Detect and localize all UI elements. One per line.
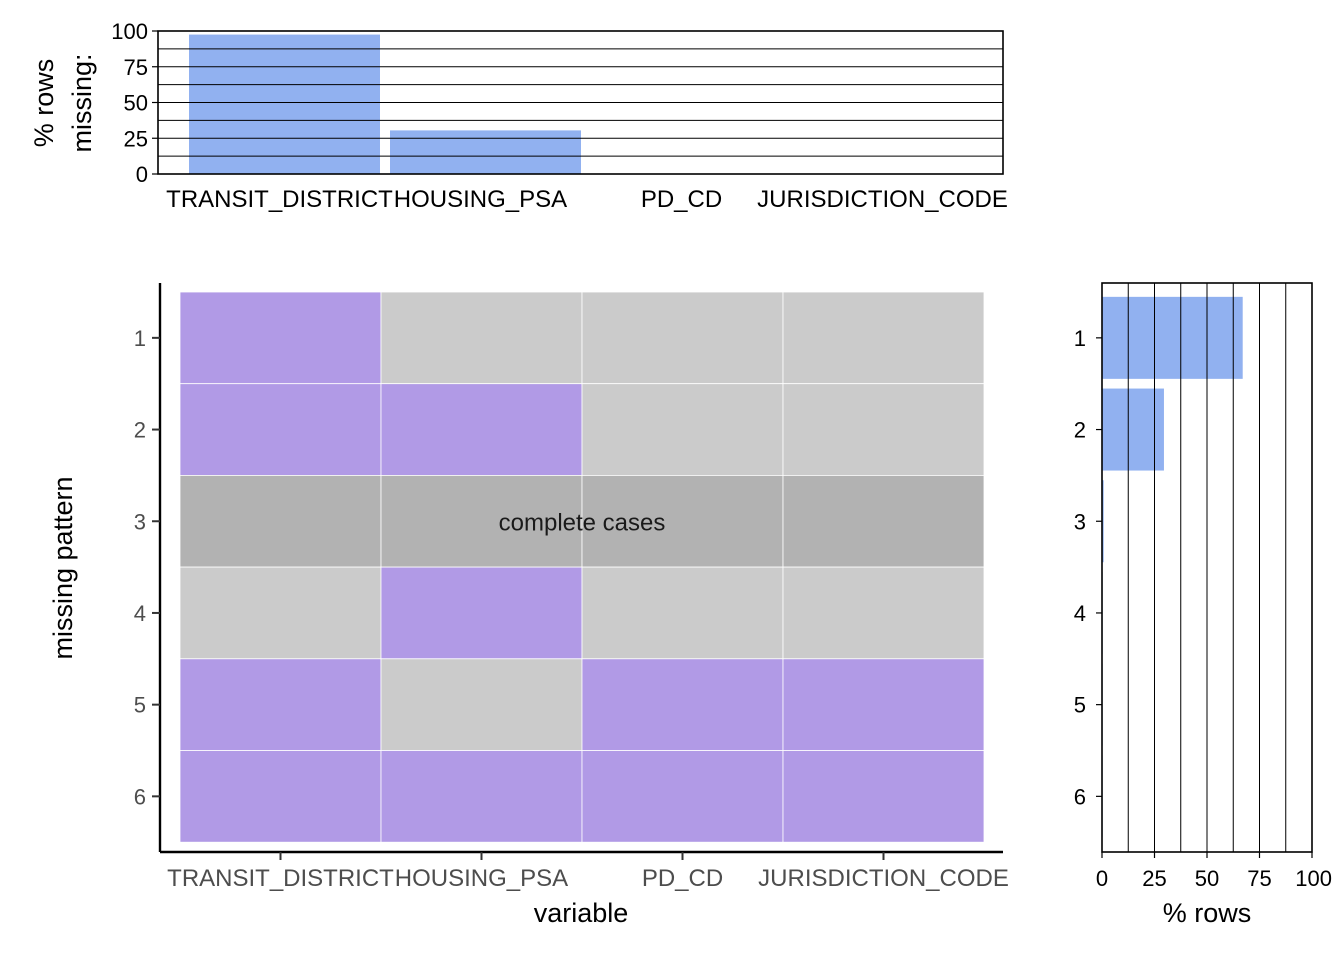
main-y-axis-label: missing pattern xyxy=(48,476,78,659)
top-x-label: HOUSING_PSA xyxy=(394,186,567,213)
main-y-tick-label: 1 xyxy=(134,326,146,351)
main-y-tick-label: 5 xyxy=(134,693,146,718)
right-y-tick-label: 1 xyxy=(1074,326,1086,351)
heatmap-cell xyxy=(180,751,381,843)
right-y-tick-label: 6 xyxy=(1074,784,1086,809)
heatmap-cell xyxy=(783,659,984,751)
right-y-tick-label: 4 xyxy=(1074,601,1086,626)
top-y-tick-label: 50 xyxy=(124,91,148,116)
right-x-tick-label: 75 xyxy=(1247,866,1271,891)
top-y-tick-label: 0 xyxy=(136,162,148,187)
main-y-tick-label: 6 xyxy=(134,784,146,809)
heatmap-cell xyxy=(180,292,381,384)
heatmap-cell xyxy=(381,567,582,659)
heatmap-cell xyxy=(783,751,984,843)
heatmap-cell xyxy=(582,751,783,843)
main-x-axis-label: variable xyxy=(534,898,629,928)
top-y-tick-label: 100 xyxy=(111,19,148,44)
heatmap-cell xyxy=(381,292,582,384)
main-y-tick-label: 4 xyxy=(134,601,146,626)
main-y-tick-label: 3 xyxy=(134,509,146,534)
right-x-axis-label: % rows xyxy=(1163,898,1252,928)
main-x-tick-label: PD_CD xyxy=(642,865,723,892)
heatmap-cell xyxy=(180,567,381,659)
top-x-label: TRANSIT_DISTRICT xyxy=(166,186,393,213)
main-y-tick-label: 2 xyxy=(134,418,146,443)
heatmap-cell xyxy=(783,567,984,659)
right-x-tick-label: 25 xyxy=(1142,866,1166,891)
heatmap-cell xyxy=(381,659,582,751)
complete-cases-annotation: complete cases xyxy=(499,509,666,536)
right-x-tick-label: 0 xyxy=(1096,866,1108,891)
top-bar-transit_district xyxy=(189,35,380,174)
right-x-tick-label: 100 xyxy=(1295,866,1332,891)
heatmap-cell xyxy=(381,384,582,476)
top-x-label: JURISDICTION_CODE xyxy=(757,186,1008,213)
top-bar-housing_psa xyxy=(390,130,581,174)
heatmap-cell xyxy=(582,567,783,659)
main-x-tick-label: JURISDICTION_CODE xyxy=(758,865,1009,892)
top-x-label: PD_CD xyxy=(641,186,722,213)
right-bar-pattern-1 xyxy=(1102,297,1243,379)
top-y-axis-label-line-2: missing: xyxy=(67,53,97,152)
heatmap-cell xyxy=(180,475,381,567)
top-y-tick-label: 75 xyxy=(124,55,148,80)
right-y-tick-label: 5 xyxy=(1074,693,1086,718)
right-y-tick-label: 3 xyxy=(1074,509,1086,534)
main-x-tick-label: TRANSIT_DISTRICT xyxy=(167,865,394,892)
top-y-tick-label: 25 xyxy=(124,126,148,151)
heatmap-cell xyxy=(381,751,582,843)
heatmap-cell xyxy=(180,384,381,476)
heatmap-cell xyxy=(180,659,381,751)
heatmap-cell xyxy=(582,292,783,384)
heatmap-cell xyxy=(582,659,783,751)
right-bar-panel: 1 2 3 4 5 6 0 25 50 75 100 % rows xyxy=(1074,283,1332,928)
heatmap-cell xyxy=(783,384,984,476)
right-y-tick-label: 2 xyxy=(1074,418,1086,443)
heatmap-cell xyxy=(582,384,783,476)
right-x-tick-label: 50 xyxy=(1195,866,1219,891)
top-y-axis-label-line-1: % rows xyxy=(29,59,59,148)
heatmap-cell xyxy=(783,475,984,567)
heatmap-cell xyxy=(783,292,984,384)
main-x-tick-label: HOUSING_PSA xyxy=(395,865,568,892)
